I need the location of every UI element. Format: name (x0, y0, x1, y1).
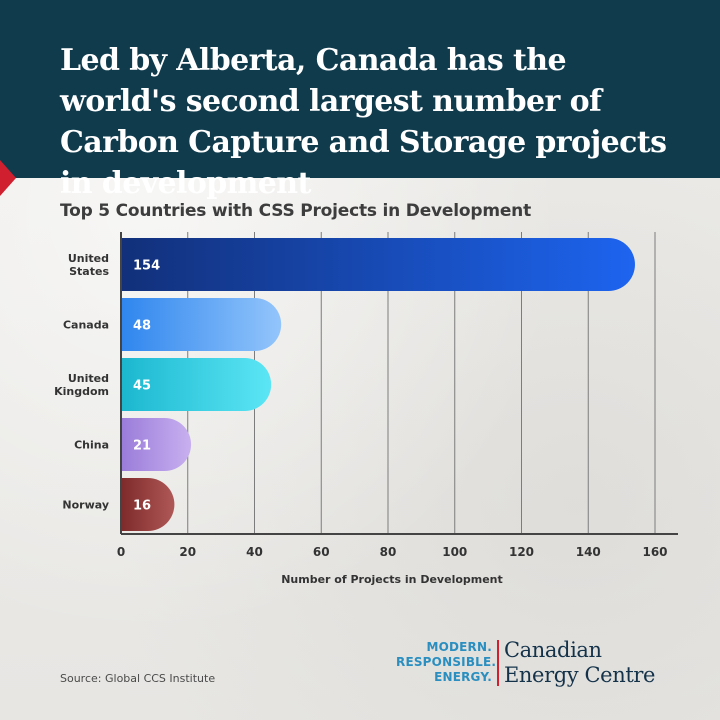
logo-org-name: Canadian Energy Centre (504, 638, 694, 688)
x-axis-title: Number of Projects in Development (281, 573, 503, 586)
bar (121, 238, 635, 291)
x-tick-label: 160 (642, 545, 667, 559)
logo-divider (497, 640, 499, 686)
category-label: United (68, 372, 109, 385)
bar-value-label: 16 (133, 499, 151, 514)
cec-logo: MODERN. RESPONSIBLE. ENERGY. Canadian En… (396, 638, 696, 688)
chart-title: Top 5 Countries with CSS Projects in Dev… (60, 201, 531, 221)
bar (121, 418, 192, 471)
logo-tagline: MODERN. RESPONSIBLE. ENERGY. (396, 640, 497, 685)
source-note: Source: Global CCS Institute (60, 672, 216, 685)
category-label: Norway (62, 499, 109, 512)
tagline-line: RESPONSIBLE. (396, 655, 497, 669)
bar-value-label: 48 (133, 319, 151, 334)
tagline-line: MODERN. (426, 640, 492, 654)
x-tick-label: 0 (117, 545, 125, 559)
tagline-line: ENERGY. (434, 670, 492, 684)
bar (121, 298, 282, 351)
bar (121, 358, 272, 411)
header-banner: Led by Alberta, Canada has the world's s… (0, 0, 720, 201)
x-tick-label: 20 (179, 545, 196, 559)
category-label: States (69, 265, 109, 278)
bar-value-label: 21 (133, 439, 151, 454)
x-tick-label: 60 (313, 545, 330, 559)
bar-value-label: 154 (133, 259, 160, 274)
x-tick-label: 80 (380, 545, 397, 559)
headline: Led by Alberta, Canada has the world's s… (60, 43, 667, 201)
org-name-line: Canadian (504, 638, 602, 662)
category-label: United (68, 252, 109, 265)
x-tick-label: 100 (442, 545, 467, 559)
org-name-line: Energy Centre (504, 663, 656, 687)
x-tick-label: 40 (246, 545, 263, 559)
category-label: Kingdom (54, 385, 109, 398)
x-tick-label: 120 (509, 545, 534, 559)
bar-value-label: 45 (133, 379, 151, 394)
category-label: Canada (63, 319, 109, 332)
category-label: China (74, 439, 109, 452)
x-tick-label: 140 (576, 545, 601, 559)
red-accent-mark (0, 160, 16, 196)
bar (121, 478, 175, 531)
